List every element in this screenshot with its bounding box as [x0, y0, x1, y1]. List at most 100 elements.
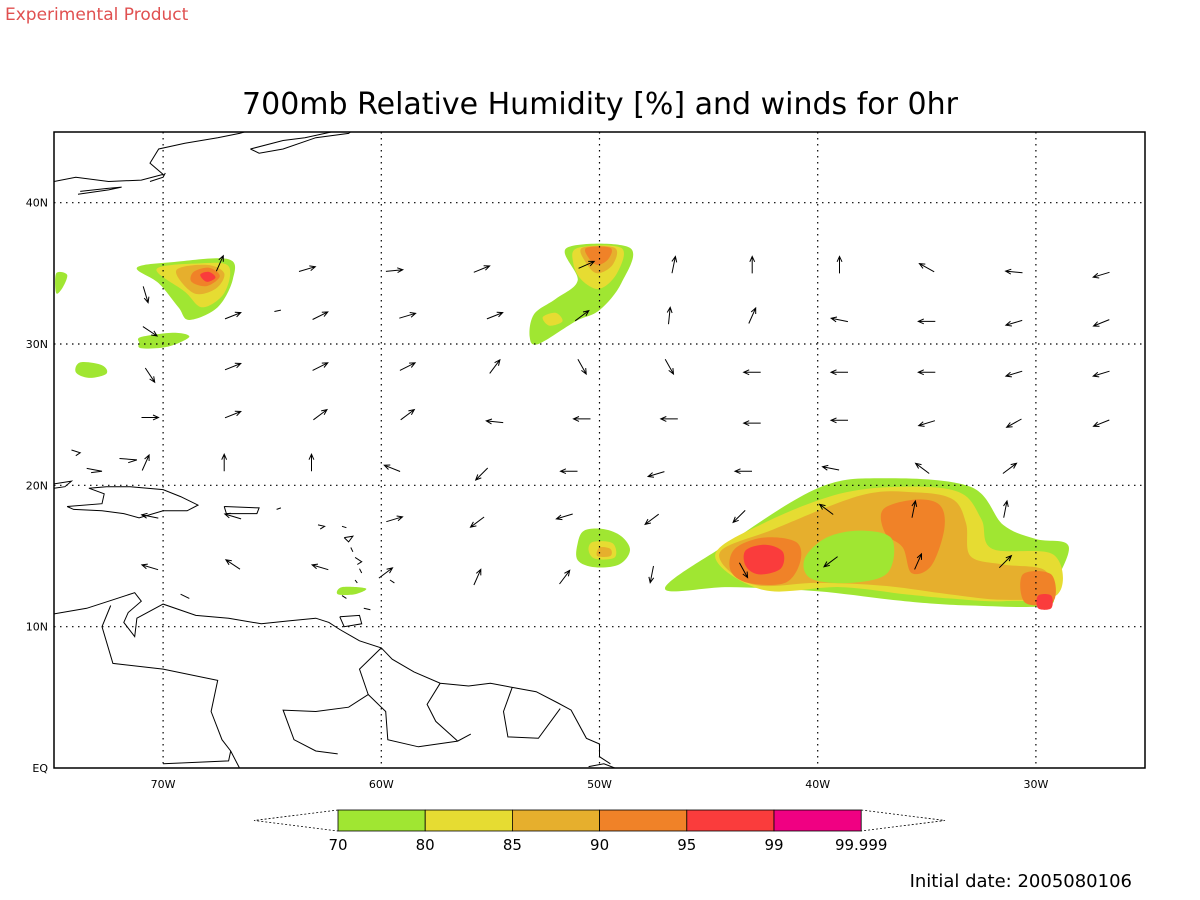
- colorbar-swatch: [424, 809, 513, 832]
- humidity-region-70: [137, 332, 190, 349]
- wind-vector-arrow: [400, 408, 416, 421]
- wind-vector-arrow: [142, 286, 150, 304]
- y-tick-label: 10N: [26, 621, 48, 634]
- coastline-suriname-guiana-border: [502, 687, 561, 739]
- coastline-curacao: [180, 593, 190, 599]
- wind-vector-arrow: [473, 265, 491, 273]
- colorbar-label: 80: [416, 836, 435, 854]
- colorbar-right-extension: [861, 809, 946, 832]
- coastline-puerto-rico: [223, 506, 260, 515]
- colorbar-left-extension: [253, 809, 339, 832]
- coastline-bahamas-1: [71, 449, 82, 457]
- wind-vector-arrow: [223, 512, 242, 520]
- wind-vector-arrow: [485, 418, 504, 425]
- wind-vector-arrow: [733, 468, 752, 475]
- coastline-north-america: [54, 132, 360, 183]
- colorbar-swatch: [599, 809, 688, 832]
- wind-vector-arrow: [383, 464, 401, 472]
- plot-frame: [53, 131, 1146, 769]
- wind-vector-arrow: [821, 464, 840, 471]
- coastline-guadeloupe: [343, 535, 355, 543]
- colorbar-label: 85: [503, 836, 522, 854]
- wind-vector-arrow: [823, 556, 838, 568]
- coastline-dominica: [350, 547, 354, 553]
- wind-vector-arrow: [646, 471, 665, 478]
- humidity-region-85: [596, 547, 612, 557]
- humidity-region-70: [803, 530, 895, 584]
- y-tick-label: 20N: [26, 479, 48, 492]
- y-tick-label: EQ: [32, 762, 48, 775]
- humidity-region-95: [200, 271, 216, 282]
- coastline-bermuda: [274, 309, 282, 312]
- wind-vector-arrow: [666, 306, 673, 325]
- wind-vector-arrow: [298, 265, 317, 272]
- wind-vector-arrow: [577, 358, 587, 376]
- wind-vector-arrow: [742, 420, 761, 427]
- coastline-lesser-antilles-2: [341, 525, 347, 529]
- colorbar-label: 70: [328, 836, 347, 854]
- initial-date-label: Initial date: 2005080106: [910, 871, 1132, 892]
- wind-vector-arrow: [559, 468, 578, 475]
- coastline-martinique: [354, 556, 363, 565]
- coastline-venezuela-colombia-border: [101, 605, 240, 768]
- wind-vector-arrow: [659, 416, 678, 422]
- experimental-product-label: Experimental Product: [5, 5, 189, 25]
- wind-vector-arrow: [1002, 462, 1018, 474]
- y-tick-label: 30N: [26, 338, 48, 351]
- wind-vector-arrow: [917, 318, 936, 325]
- x-tick-label: 50W: [587, 778, 612, 791]
- colorbar-label: 99: [764, 836, 783, 854]
- humidity-region-70: [75, 362, 108, 378]
- coastline-brazil-south: [163, 750, 232, 765]
- wind-vector-arrow: [1092, 370, 1110, 378]
- wind-vector-arrow: [469, 516, 485, 528]
- wind-vector-arrow: [644, 513, 659, 526]
- x-tick-label: 60W: [369, 778, 394, 791]
- coastline-guyana-brazil-border: [367, 694, 472, 748]
- wind-vector-arrow: [140, 563, 159, 571]
- wind-vector-arrow: [1003, 499, 1009, 518]
- coastline-guyana-suriname-border: [426, 682, 459, 742]
- wind-vector-arrow: [221, 452, 228, 472]
- wind-vector-arrow: [140, 512, 159, 519]
- wind-vector-arrow: [1092, 271, 1110, 279]
- wind-vector-arrow: [1092, 419, 1110, 427]
- wind-vector-arrow: [313, 408, 328, 421]
- coastline-venezuela-guyana-border: [282, 647, 382, 755]
- wind-vector-arrow: [399, 312, 417, 319]
- coastline-barbados: [389, 579, 395, 584]
- wind-vector-arrow: [917, 369, 936, 376]
- wind-vector-arrow: [648, 565, 655, 584]
- wind-vector-arrow: [732, 510, 746, 524]
- wind-vector-arrow: [473, 568, 482, 586]
- gridline-layer: [54, 132, 1145, 768]
- humidity-region-90: [880, 499, 945, 575]
- x-tick-label: 30W: [1023, 778, 1048, 791]
- wind-vector-arrow: [312, 362, 329, 371]
- wind-vector-arrow: [914, 552, 922, 570]
- colorbar-swatch: [773, 809, 862, 832]
- wind-vector-arrow: [574, 309, 590, 322]
- wind-vector-arrow: [489, 358, 501, 374]
- humidity-region-80: [542, 312, 563, 326]
- wind-vector-arrow: [474, 467, 489, 481]
- y-tick-label: 40N: [26, 197, 48, 210]
- colorbar-swatch: [337, 809, 426, 832]
- wind-vector-arrow: [378, 567, 394, 579]
- wind-vector-arrow: [142, 326, 159, 337]
- wind-vector-arrow: [141, 414, 160, 421]
- wind-vector-arrow: [664, 358, 675, 376]
- wind-vector-arrow: [224, 311, 242, 320]
- coastline-layer: [54, 132, 615, 768]
- humidity-region-95: [1036, 594, 1053, 610]
- wind-vector-arrow: [1004, 370, 1023, 378]
- wind-vector-arrow: [559, 569, 571, 585]
- colorbar-legend: 70 80 85 90 95 99 99.999: [253, 809, 946, 854]
- coastline-turks: [119, 458, 138, 464]
- coastline-hispaniola: [66, 486, 200, 519]
- coastline-south-america-north: [54, 592, 611, 765]
- wind-vector-arrow: [829, 417, 848, 424]
- colorbar-label: 90: [590, 836, 609, 854]
- wind-vector-arrow: [144, 367, 156, 384]
- wind-vector-arrow: [224, 362, 242, 371]
